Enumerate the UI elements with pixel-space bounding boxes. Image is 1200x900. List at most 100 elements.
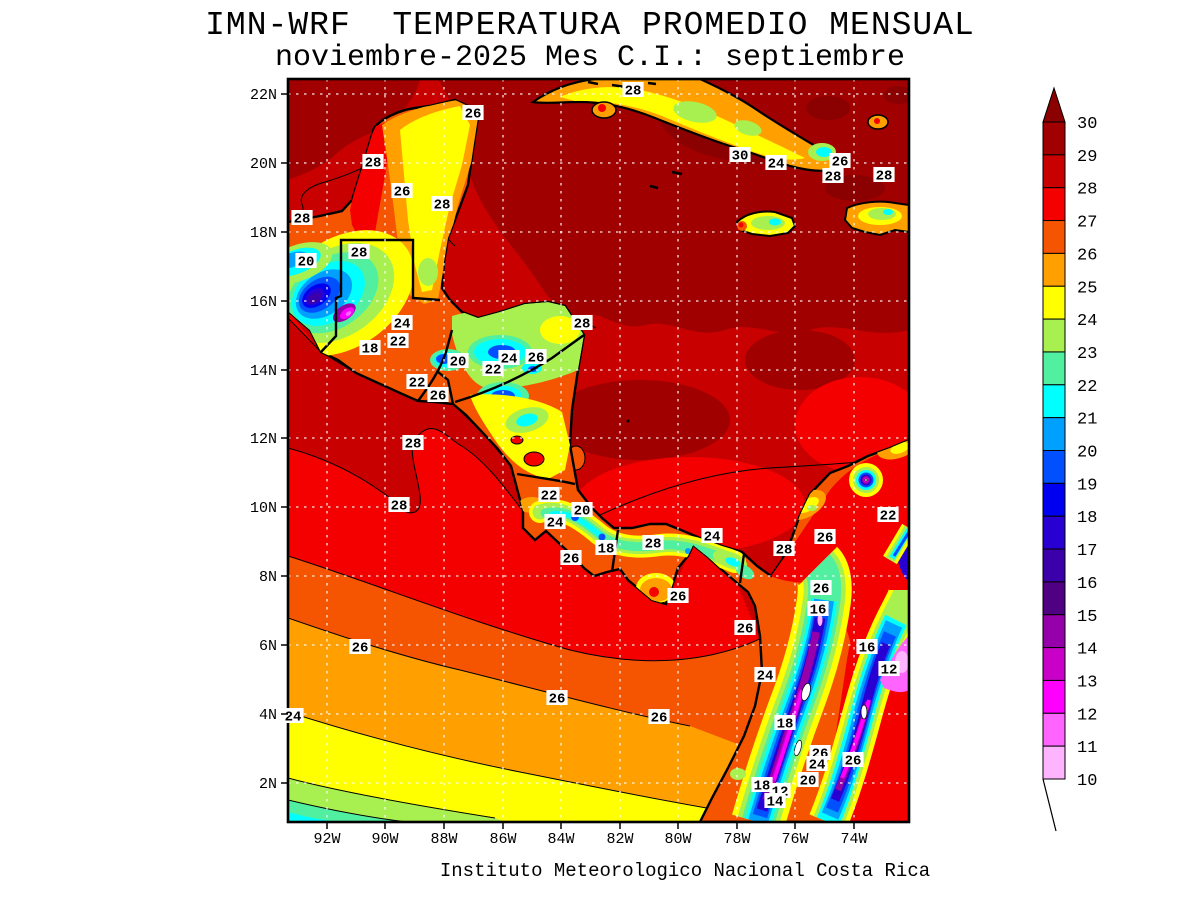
- colorbar-tick-label: 19: [1077, 476, 1097, 495]
- contour-label-box: [387, 333, 409, 348]
- contour-label-value: 28: [365, 156, 382, 172]
- contour-label-value: 26: [670, 590, 687, 606]
- contour-label-box: [362, 154, 384, 169]
- contour-label-box: [873, 167, 895, 182]
- lat-tick-label: 16N: [250, 294, 277, 311]
- lat-tick-label: 2N: [259, 776, 277, 793]
- contour-label-box: [349, 639, 371, 654]
- colorbar-segment: [1042, 351, 1066, 386]
- footer-institution: Instituto Meteorologico Nacional Costa R…: [440, 860, 930, 882]
- contour-label-value: 28: [574, 317, 591, 333]
- colorbar-tick-label: 27: [1077, 214, 1097, 233]
- contour-label-value: 26: [832, 155, 849, 171]
- contour-label-value: 24: [809, 758, 826, 774]
- lat-tick-label: 4N: [259, 707, 277, 724]
- contour-label-box: [560, 550, 582, 565]
- contour-label-value: 24: [394, 317, 411, 333]
- lon-tick-label: 84W: [547, 831, 574, 848]
- contour-label-box: [406, 374, 428, 389]
- lat-tick-label: 10N: [250, 500, 277, 517]
- contour-label-box: [774, 715, 796, 730]
- contour-label-box: [806, 756, 828, 771]
- contour-label-value: 22: [390, 335, 407, 351]
- contour-label-box: [525, 349, 547, 364]
- contour-label-box: [814, 529, 836, 544]
- contour-label-box: [388, 497, 410, 512]
- colorbar-tick-label: 22: [1077, 378, 1097, 397]
- contour-label-box: [667, 588, 689, 603]
- contour-label-value: 26: [817, 531, 834, 547]
- contour-label-value: 28: [825, 170, 842, 186]
- contour-label-box: [498, 350, 520, 365]
- contour-label-box: [295, 253, 317, 268]
- lat-tick-label: 14N: [250, 363, 277, 380]
- contour-label-value: 18: [777, 717, 794, 733]
- contour-label-value: 24: [285, 710, 302, 726]
- contour-label-value: 22: [485, 363, 502, 379]
- contour-label-box: [282, 708, 304, 723]
- colorbar-segment: [1042, 647, 1066, 681]
- colorbar-tick-label: 12: [1077, 706, 1097, 725]
- contour-label-box: [538, 487, 560, 502]
- contour-label-box: [807, 601, 829, 616]
- colorbar-overflow-arrow: [1042, 86, 1066, 123]
- lat-tick-label: 20N: [250, 156, 277, 173]
- contour-label-box: [829, 153, 851, 168]
- contour-label-box: [462, 105, 484, 120]
- page-subtitle: noviembre-2025 Mes C.I.: septiembre: [275, 41, 905, 75]
- san-andres: [626, 419, 630, 423]
- contour-label-value: 20: [800, 774, 817, 790]
- contour-label-box: [734, 620, 756, 635]
- contour-label-box: [291, 210, 313, 225]
- lat-tick-label: 6N: [259, 638, 277, 655]
- colorbar-tick-label: 23: [1077, 345, 1097, 364]
- contour-label-box: [797, 772, 819, 787]
- contour-label-value: 24: [501, 352, 518, 368]
- colorbar-segment: [1042, 515, 1066, 550]
- contour-label-value: 18: [362, 342, 379, 358]
- colorbar-segment: [1042, 121, 1066, 156]
- contour-label-value: 28: [405, 437, 422, 453]
- contour-label-box: [546, 690, 568, 705]
- colorbar-segment: [1042, 252, 1066, 287]
- contour-label-box: [571, 315, 593, 330]
- lon-tick-label: 88W: [430, 831, 457, 848]
- colorbar-tick-label: 26: [1077, 246, 1097, 265]
- contour-label-box: [595, 540, 617, 555]
- colorbar-tick-label: 30: [1077, 115, 1097, 134]
- colorbar-segment: [1042, 712, 1066, 747]
- eastern-cordillera: [809, 587, 909, 822]
- colorbar-tick-label: 15: [1077, 608, 1097, 627]
- lat-tick-label: 18N: [250, 225, 277, 242]
- contour-label-value: 28: [776, 543, 793, 559]
- colorbar-segment: [1042, 581, 1066, 616]
- temperature-colorbar: 30 29 28 27 26 25 24 23 22 21 20 19 18 17 16 15 14 13 12 11…: [1042, 86, 1097, 832]
- contour-label-box: [482, 361, 504, 376]
- page-title: IMN-WRF TEMPERATURA PROMEDIO MENSUAL: [205, 7, 975, 44]
- contour-label-value: 14: [767, 795, 784, 811]
- contour-label-value: 28: [645, 537, 662, 553]
- contour-label-box: [751, 777, 773, 792]
- contour-label-box: [822, 168, 844, 183]
- colorbar-tick-label: 16: [1077, 575, 1097, 594]
- colorbar-tick-label: 21: [1077, 411, 1097, 430]
- contour-label-value: 20: [450, 355, 467, 371]
- colorbar-segment: [1042, 450, 1066, 484]
- contour-label-box: [773, 541, 795, 556]
- contour-label-value: 20: [298, 255, 315, 271]
- colorbar-segment: [1042, 482, 1066, 517]
- colorbar-segment: [1042, 745, 1066, 780]
- contour-label-value: 24: [757, 669, 774, 685]
- contour-label-box: [764, 793, 786, 808]
- lon-tick-label: 80W: [664, 831, 691, 848]
- contour-label-value: 26: [563, 552, 580, 568]
- colorbar-segment: [1042, 548, 1066, 583]
- colorbar-segment: [1042, 384, 1066, 419]
- contour-label-value: 26: [845, 754, 862, 770]
- contour-label-box: [427, 387, 449, 402]
- contour-label-box: [810, 580, 832, 595]
- lon-tick-label: 86W: [489, 831, 516, 848]
- colorbar-segment: [1042, 187, 1066, 222]
- lat-tick-label: 8N: [259, 569, 277, 586]
- contour-label-box: [648, 709, 670, 724]
